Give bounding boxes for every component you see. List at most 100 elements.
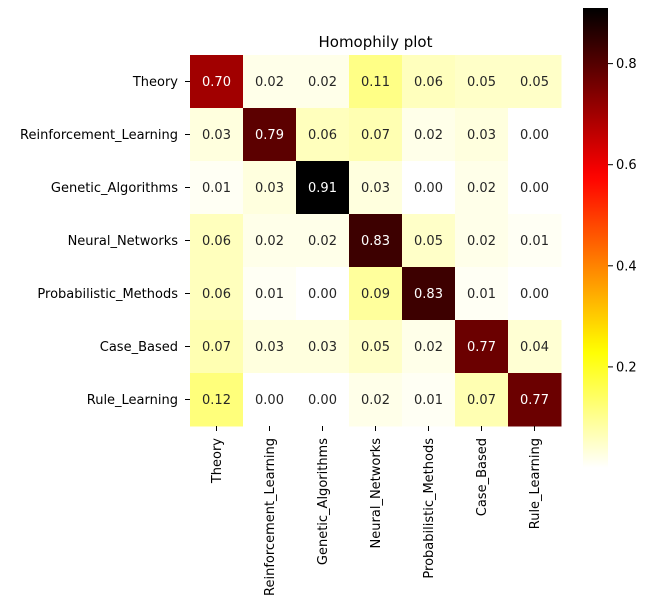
heatmap-cell bbox=[455, 320, 509, 374]
cell-value-label: 0.03 bbox=[308, 340, 337, 355]
x-tick-label: Reinforcement_Learning bbox=[263, 438, 278, 596]
heatmap-cell bbox=[508, 373, 562, 427]
cell-value-label: 0.02 bbox=[308, 75, 337, 90]
cell-value-label: 0.01 bbox=[414, 393, 443, 408]
heatmap-cell bbox=[455, 55, 509, 109]
cell-value-label: 0.06 bbox=[414, 75, 443, 90]
heatmap-cell bbox=[243, 108, 297, 162]
cell-value-label: 0.07 bbox=[467, 393, 496, 408]
y-tick-label: Case_Based bbox=[100, 340, 178, 355]
heatmap-cell bbox=[455, 267, 509, 321]
x-tick-label: Neural_Networks bbox=[369, 438, 384, 549]
heatmap-cell bbox=[296, 108, 350, 162]
cell-value-label: 0.03 bbox=[255, 181, 284, 196]
cell-value-label: 0.05 bbox=[520, 75, 549, 90]
cell-value-label: 0.05 bbox=[414, 234, 443, 249]
cell-value-label: 0.00 bbox=[255, 393, 284, 408]
heatmap-cell bbox=[455, 108, 509, 162]
heatmap-cell bbox=[296, 373, 350, 427]
y-tick-label: Reinforcement_Learning bbox=[20, 128, 178, 143]
cell-value-label: 0.05 bbox=[467, 75, 496, 90]
cell-value-label: 0.03 bbox=[202, 128, 231, 143]
cell-value-label: 0.79 bbox=[255, 128, 284, 143]
heatmap-cell bbox=[190, 373, 244, 427]
cell-value-label: 0.02 bbox=[467, 234, 496, 249]
cell-value-label: 0.02 bbox=[467, 181, 496, 196]
heatmap-cell bbox=[190, 267, 244, 321]
heatmap-cell bbox=[349, 320, 403, 374]
heatmap-cell bbox=[190, 214, 244, 268]
colorbar-tick-label: 0.4 bbox=[616, 259, 637, 274]
cell-value-label: 0.06 bbox=[202, 287, 231, 302]
heatmap-cell bbox=[296, 161, 350, 215]
cell-value-label: 0.00 bbox=[520, 181, 549, 196]
heatmap-cell-labels: 0.70 0.02 0.02 0.11 0.06 0.05 0.05 0.03 0.79 0.06… bbox=[202, 75, 549, 408]
colorbar-tick-label: 0.2 bbox=[616, 360, 637, 375]
cell-value-label: 0.00 bbox=[308, 287, 337, 302]
cell-value-label: 0.03 bbox=[255, 340, 284, 355]
heatmap-cell bbox=[190, 108, 244, 162]
colorbar-tick-label: 0.6 bbox=[616, 158, 637, 173]
heatmap-cells bbox=[190, 55, 562, 427]
y-tick-label: Probabilistic_Methods bbox=[37, 287, 178, 302]
cell-value-label: 0.00 bbox=[520, 287, 549, 302]
cell-value-label: 0.11 bbox=[361, 75, 390, 90]
heatmap-cell bbox=[402, 55, 456, 109]
x-tick-label: Theory bbox=[210, 438, 225, 484]
heatmap-cell bbox=[349, 373, 403, 427]
heatmap-cell bbox=[402, 320, 456, 374]
colorbar-gradient bbox=[583, 8, 608, 468]
heatmap-cell bbox=[508, 214, 562, 268]
cell-value-label: 0.06 bbox=[202, 234, 231, 249]
y-tick-label: Genetic_Algorithms bbox=[51, 181, 178, 196]
heatmap-cell bbox=[243, 214, 297, 268]
x-tick-label: Rule_Learning bbox=[528, 438, 543, 529]
chart-title: Homophily plot bbox=[318, 33, 432, 51]
y-tick-label: Theory bbox=[132, 75, 178, 90]
heatmap-cell bbox=[190, 55, 244, 109]
heatmap-cell bbox=[508, 55, 562, 109]
heatmap-cell bbox=[455, 161, 509, 215]
heatmap-cell bbox=[349, 55, 403, 109]
heatmap-cell bbox=[296, 55, 350, 109]
heatmap-cell bbox=[349, 214, 403, 268]
y-tick-label: Neural_Networks bbox=[68, 234, 179, 249]
cell-value-label: 0.02 bbox=[361, 393, 390, 408]
heatmap-cell bbox=[508, 320, 562, 374]
cell-value-label: 0.03 bbox=[361, 181, 390, 196]
heatmap-cell bbox=[296, 214, 350, 268]
cell-value-label: 0.02 bbox=[308, 234, 337, 249]
cell-value-label: 0.06 bbox=[308, 128, 337, 143]
cell-value-label: 0.83 bbox=[414, 287, 443, 302]
heatmap-cell bbox=[349, 161, 403, 215]
heatmap-cell bbox=[243, 161, 297, 215]
cell-value-label: 0.70 bbox=[202, 75, 231, 90]
cell-value-label: 0.77 bbox=[467, 340, 496, 355]
cell-value-label: 0.05 bbox=[361, 340, 390, 355]
cell-value-label: 0.01 bbox=[467, 287, 496, 302]
heatmap-cell bbox=[296, 267, 350, 321]
cell-value-label: 0.07 bbox=[361, 128, 390, 143]
x-axis-ticks: Theory Reinforcement_Learning Genetic_Algo… bbox=[210, 426, 543, 596]
heatmap-cell bbox=[349, 108, 403, 162]
cell-value-label: 0.77 bbox=[520, 393, 549, 408]
cell-value-label: 0.00 bbox=[414, 181, 443, 196]
heatmap-cell bbox=[190, 320, 244, 374]
cell-value-label: 0.01 bbox=[520, 234, 549, 249]
cell-value-label: 0.02 bbox=[255, 234, 284, 249]
heatmap-cell bbox=[402, 373, 456, 427]
cell-value-label: 0.02 bbox=[414, 340, 443, 355]
heatmap-cell bbox=[243, 267, 297, 321]
cell-value-label: 0.83 bbox=[361, 234, 390, 249]
y-axis-ticks: Theory Reinforcement_Learning Genetic_Algo… bbox=[20, 75, 190, 408]
heatmap-cell bbox=[508, 108, 562, 162]
heatmap-cell bbox=[508, 161, 562, 215]
cell-value-label: 0.03 bbox=[467, 128, 496, 143]
colorbar: 0.2 0.4 0.6 0.8 bbox=[583, 8, 637, 468]
cell-value-label: 0.12 bbox=[202, 393, 231, 408]
heatmap-cell bbox=[402, 161, 456, 215]
heatmap-cell bbox=[402, 267, 456, 321]
colorbar-tick-label: 0.8 bbox=[616, 57, 637, 72]
cell-value-label: 0.02 bbox=[414, 128, 443, 143]
